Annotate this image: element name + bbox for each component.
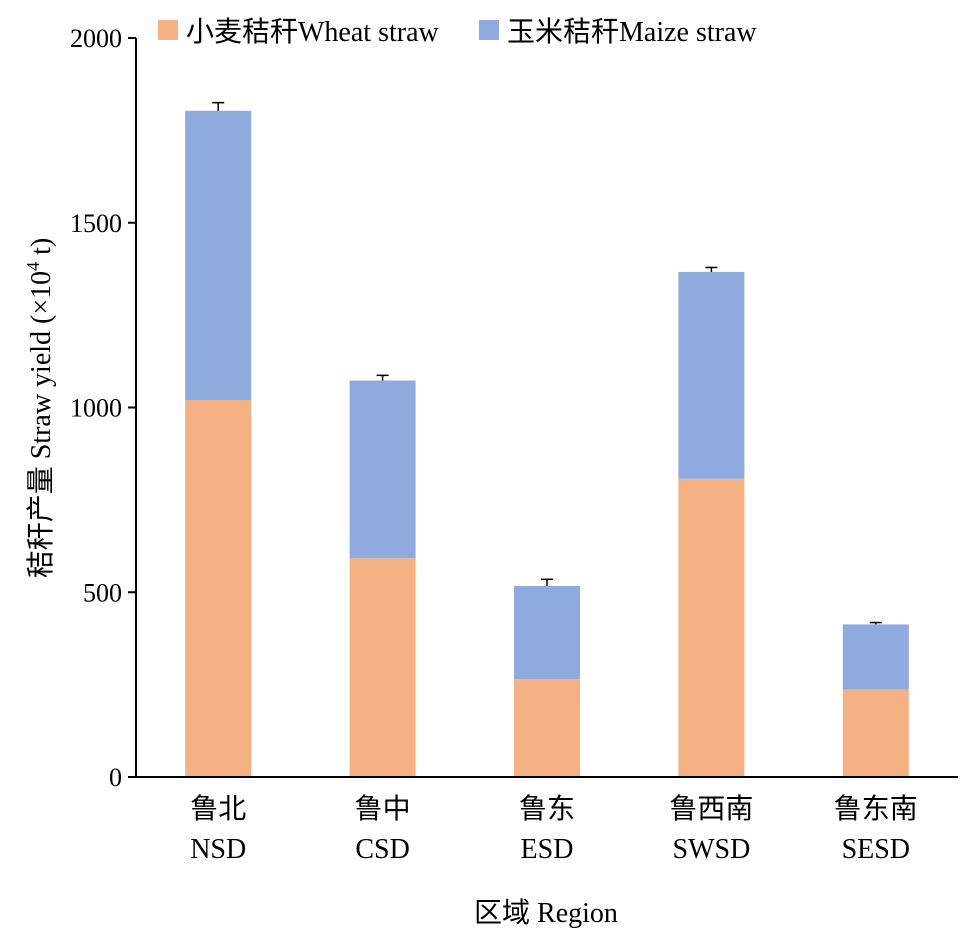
x-tick-label-zh: 鲁西南	[669, 793, 753, 825]
error-bar-nsd	[212, 101, 225, 111]
x-tick-label-zh: 鲁东	[519, 793, 575, 825]
bar-csd-maize	[349, 380, 416, 559]
x-tick-label-en: SWSD	[673, 834, 751, 865]
x-tick-label-en: NSD	[190, 834, 246, 865]
y-tick-label: 1000	[70, 394, 122, 423]
bar-esd-maize	[514, 585, 580, 680]
legend-swatch-maize	[479, 20, 499, 40]
error-bar-sesd	[869, 621, 882, 625]
x-axis-title: 区域 Region	[474, 897, 618, 929]
x-tick-label-en: ESD	[521, 834, 574, 865]
bar-nsd-maize	[185, 110, 252, 401]
y-tick-label: 2000	[70, 24, 122, 53]
bar-swsd-maize	[678, 271, 745, 479]
bar-swsd-wheat	[678, 478, 745, 777]
legend-label-wheat: 小麦秸秆Wheat straw	[186, 16, 439, 48]
y-axis-title: 秸秆产量 Straw yield (×104 t)	[23, 238, 57, 579]
bar-nsd-wheat	[185, 400, 252, 777]
axis-labels: 鲁北 NSD 鲁中 CSD 鲁东 ESD 鲁西南 SWSD 鲁东南 SESD 0 500 1000 150…	[23, 24, 918, 929]
bar-csd-wheat	[349, 558, 416, 777]
x-tick-label-en: CSD	[355, 834, 409, 865]
y-tick-label: 500	[83, 578, 122, 607]
y-tick-label: 0	[109, 763, 122, 792]
error-bars	[212, 101, 882, 625]
error-bar-esd	[541, 578, 553, 586]
x-tick-label-zh: 鲁中	[355, 793, 411, 825]
error-bar-csd	[376, 374, 389, 381]
x-tick-label-zh: 鲁北	[190, 793, 246, 825]
bar-sesd-wheat	[842, 689, 909, 777]
bars	[185, 110, 909, 777]
legend-swatch-wheat	[158, 20, 178, 40]
bar-esd-wheat	[514, 679, 580, 777]
error-bar-swsd	[705, 266, 718, 272]
legend-label-maize: 玉米秸秆Maize straw	[507, 16, 757, 48]
bar-sesd-maize	[842, 624, 909, 690]
y-tick-label: 1500	[70, 209, 122, 238]
axes	[128, 37, 958, 778]
legend: 小麦秸秆Wheat straw 玉米秸秆Maize straw	[158, 16, 757, 48]
x-tick-label-en: SESD	[842, 834, 910, 865]
x-tick-label-zh: 鲁东南	[834, 793, 918, 825]
